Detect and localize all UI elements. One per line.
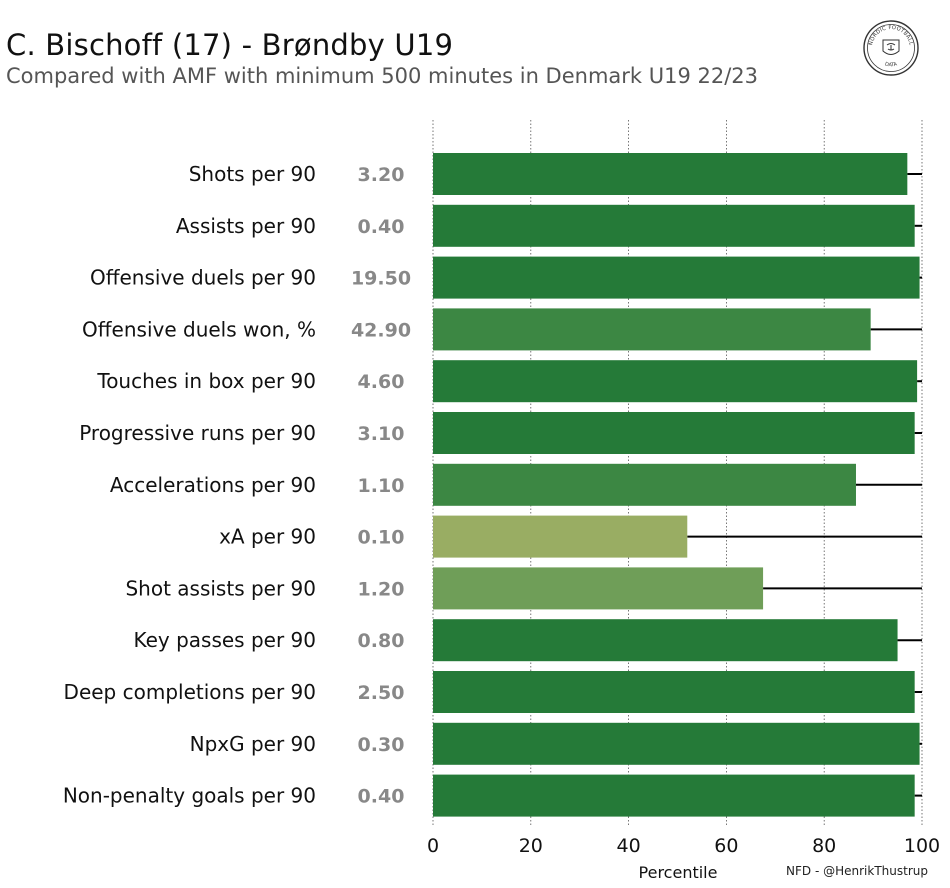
bar — [433, 567, 764, 610]
bar — [433, 204, 915, 247]
bar — [433, 722, 920, 765]
bars-group — [433, 153, 922, 817]
credit-text: NFD - @HenrikThustrup — [786, 864, 928, 878]
chart-subtitle: Compared with AMF with minimum 500 minut… — [6, 64, 759, 88]
x-tick-label: 60 — [714, 835, 738, 857]
category-label: NpxG per 90 — [190, 732, 316, 756]
bar — [433, 308, 871, 351]
x-tick-label: 40 — [617, 835, 641, 857]
lion-crest-icon — [882, 39, 900, 55]
bar — [433, 412, 915, 454]
category-label: Non-penalty goals per 90 — [63, 784, 316, 808]
value-label: 2.50 — [358, 682, 405, 704]
category-label: Progressive runs per 90 — [79, 421, 316, 445]
bar — [433, 256, 920, 299]
value-label: 19.50 — [351, 268, 411, 290]
category-label: Deep completions per 90 — [64, 680, 316, 704]
value-label: 0.30 — [358, 734, 405, 756]
bar — [433, 671, 915, 713]
nordic-football-data-logo: NORDIC FOOTBALL DATA — [863, 20, 919, 76]
category-label: Key passes per 90 — [133, 628, 316, 652]
category-label: Touches in box per 90 — [96, 369, 316, 393]
category-labels-group: Shots per 90 Assists per 90 Offensive duel… — [63, 162, 316, 808]
category-label: Offensive duels won, % — [82, 317, 316, 341]
value-label: 0.40 — [358, 216, 405, 238]
category-label: Accelerations per 90 — [110, 473, 316, 497]
svg-text:DATA: DATA — [884, 61, 898, 68]
x-tick-label: 20 — [519, 835, 543, 857]
bar — [433, 619, 898, 662]
x-tick-label: 0 — [427, 835, 439, 857]
value-label: 0.80 — [358, 630, 405, 652]
value-label: 0.40 — [358, 786, 405, 808]
value-label: 3.20 — [358, 164, 405, 186]
bar — [433, 153, 908, 195]
x-axis-ticks-group: 0 20 40 60 80 100 — [427, 835, 940, 857]
x-tick-label: 100 — [904, 835, 940, 857]
category-label: Assists per 90 — [176, 214, 316, 238]
bar — [433, 360, 918, 403]
bar — [433, 463, 856, 506]
value-label: 4.60 — [358, 371, 405, 393]
value-label: 1.10 — [358, 475, 405, 497]
value-label: 0.10 — [358, 527, 405, 549]
bar — [433, 774, 915, 817]
chart-title: C. Bischoff (17) - Brøndby U19 — [6, 28, 454, 62]
category-label: Shots per 90 — [189, 162, 316, 186]
category-label: Offensive duels per 90 — [90, 266, 316, 290]
category-label: Shot assists per 90 — [125, 576, 316, 600]
category-label: xA per 90 — [219, 525, 316, 549]
x-tick-label: 80 — [812, 835, 836, 857]
bar — [433, 515, 688, 558]
logo-text-bottom: DATA — [884, 61, 898, 68]
value-label: 1.20 — [358, 578, 405, 600]
value-label: 42.90 — [351, 319, 411, 341]
x-axis-label: Percentile — [639, 863, 718, 882]
value-labels-group: 3.20 0.40 19.50 42.90 4.60 3.10 1.10 0.10 1.20 0.… — [351, 164, 411, 808]
value-label: 3.10 — [358, 423, 405, 445]
